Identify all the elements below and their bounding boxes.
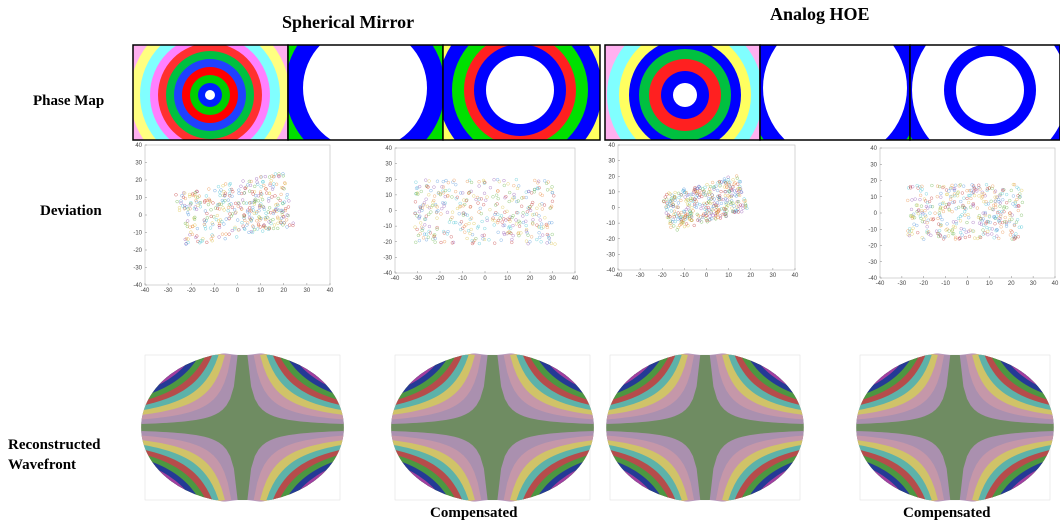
- x-tick-label: -40: [614, 273, 623, 279]
- x-tick-label: -10: [680, 273, 689, 279]
- plot-frame: [395, 148, 575, 273]
- y-tick-label: 0: [389, 209, 393, 215]
- y-tick-label: -20: [383, 240, 392, 246]
- y-tick-label: 20: [135, 178, 142, 184]
- plot-frame: [618, 145, 795, 270]
- y-tick-label: 20: [870, 179, 877, 185]
- y-tick-label: -40: [868, 276, 877, 282]
- x-tick-label: -30: [164, 288, 173, 294]
- caption: Compensated: [903, 505, 991, 522]
- x-tick-label: 30: [1030, 281, 1037, 287]
- phase-ring: [956, 56, 1024, 124]
- x-tick-label: 40: [792, 273, 799, 279]
- column-title: Spherical Mirror: [282, 12, 414, 33]
- y-tick-label: 20: [608, 174, 615, 180]
- y-tick-label: 30: [385, 162, 392, 168]
- x-tick-label: 40: [327, 288, 334, 294]
- x-tick-label: -30: [413, 276, 422, 282]
- y-tick-label: -40: [133, 283, 142, 289]
- plot-frame: [145, 145, 330, 285]
- y-tick-label: 40: [135, 143, 142, 149]
- y-tick-label: -20: [133, 248, 142, 254]
- x-tick-label: 40: [572, 276, 579, 282]
- x-tick-label: -40: [141, 288, 150, 294]
- caption: Compensated: [430, 505, 518, 522]
- y-tick-label: 0: [139, 213, 143, 219]
- y-tick-label: 20: [385, 177, 392, 183]
- x-tick-label: 10: [257, 288, 264, 294]
- y-tick-label: 40: [870, 146, 877, 152]
- y-tick-label: -30: [383, 255, 392, 261]
- x-tick-label: 10: [725, 273, 732, 279]
- x-tick-label: -30: [636, 273, 645, 279]
- x-tick-label: 20: [747, 273, 754, 279]
- y-tick-label: 30: [135, 161, 142, 167]
- y-tick-label: 40: [385, 146, 392, 152]
- x-tick-label: -30: [898, 281, 907, 287]
- x-tick-label: 0: [966, 281, 970, 287]
- y-tick-label: -30: [133, 266, 142, 272]
- x-tick-label: -40: [876, 281, 885, 287]
- row-label: Reconstructed Wavefront: [8, 435, 118, 475]
- y-tick-label: -40: [606, 268, 615, 274]
- phase-ring: [486, 56, 554, 124]
- phase-ring: [205, 90, 215, 100]
- y-tick-label: 10: [870, 195, 877, 201]
- y-tick-label: 10: [385, 193, 392, 199]
- x-tick-label: 30: [549, 276, 556, 282]
- column-title: Analog HOE: [770, 4, 870, 25]
- y-tick-label: 30: [870, 162, 877, 168]
- y-tick-label: -30: [606, 252, 615, 258]
- x-tick-label: -20: [436, 276, 445, 282]
- y-tick-label: -20: [606, 237, 615, 243]
- phase-ring: [673, 83, 697, 107]
- phase-ring: [763, 16, 907, 160]
- x-tick-label: 10: [986, 281, 993, 287]
- y-tick-label: 30: [608, 159, 615, 165]
- y-tick-label: -40: [383, 271, 392, 277]
- y-tick-label: 0: [874, 211, 878, 217]
- y-tick-label: -20: [868, 244, 877, 250]
- x-tick-label: -20: [658, 273, 667, 279]
- x-tick-label: 30: [770, 273, 777, 279]
- y-tick-label: 40: [608, 143, 615, 149]
- y-tick-label: -10: [868, 227, 877, 233]
- x-tick-label: 40: [1052, 281, 1059, 287]
- y-tick-label: 10: [608, 190, 615, 196]
- x-tick-label: -10: [458, 276, 467, 282]
- x-tick-label: -20: [187, 288, 196, 294]
- x-tick-label: -40: [391, 276, 400, 282]
- figure: -40 -30 -20 -10 0 10 20 30 40 40 30 20 10 0 -10 -20 -30 -…: [0, 0, 1060, 526]
- x-tick-label: 0: [705, 273, 709, 279]
- row-label: Phase Map: [33, 93, 104, 110]
- x-tick-label: 10: [504, 276, 511, 282]
- y-tick-label: 0: [612, 206, 616, 212]
- x-tick-label: 20: [1008, 281, 1015, 287]
- y-tick-label: -10: [383, 224, 392, 230]
- x-tick-label: 0: [483, 276, 487, 282]
- x-tick-label: -20: [919, 281, 928, 287]
- x-tick-label: 30: [304, 288, 311, 294]
- figure-graphics: -40 -30 -20 -10 0 10 20 30 40 40 30 20 10 0 -10 -20 -30 -…: [0, 0, 1060, 526]
- plot-frame: [880, 148, 1055, 278]
- x-tick-label: -10: [941, 281, 950, 287]
- x-tick-label: 20: [527, 276, 534, 282]
- y-tick-label: -30: [868, 260, 877, 266]
- row-label: Deviation: [40, 203, 102, 220]
- y-tick-label: -10: [133, 231, 142, 237]
- x-tick-label: 20: [280, 288, 287, 294]
- x-tick-label: 0: [236, 288, 240, 294]
- x-tick-label: -10: [210, 288, 219, 294]
- y-tick-label: -10: [606, 221, 615, 227]
- y-tick-label: 10: [135, 196, 142, 202]
